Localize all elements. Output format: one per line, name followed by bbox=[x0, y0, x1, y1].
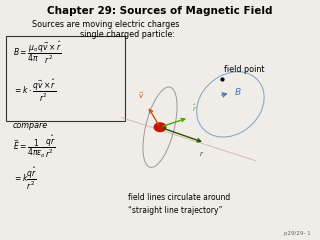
Text: $B = \dfrac{\mu_o}{4\pi}\dfrac{q\vec{v} \times \hat{r}}{r^2}$: $B = \dfrac{\mu_o}{4\pi}\dfrac{q\vec{v} … bbox=[13, 40, 62, 66]
Text: $\vec{E} = \dfrac{1}{4\pi\varepsilon_o}\dfrac{q\hat{r}}{r^2}$: $\vec{E} = \dfrac{1}{4\pi\varepsilon_o}\… bbox=[13, 133, 55, 160]
Text: $\vec{v}$: $\vec{v}$ bbox=[138, 90, 144, 101]
Text: single charged particle:: single charged particle: bbox=[80, 30, 175, 39]
Text: Chapter 29: Sources of Magnetic Field: Chapter 29: Sources of Magnetic Field bbox=[47, 6, 273, 16]
Text: “straight line trajectory”: “straight line trajectory” bbox=[128, 206, 222, 216]
Text: $r$: $r$ bbox=[199, 149, 204, 158]
Text: p29/29- 1: p29/29- 1 bbox=[284, 231, 310, 236]
Text: field point: field point bbox=[224, 65, 265, 74]
Text: compare: compare bbox=[13, 121, 48, 130]
Text: $\mathit{B}$: $\mathit{B}$ bbox=[234, 86, 241, 97]
Circle shape bbox=[154, 123, 166, 132]
FancyBboxPatch shape bbox=[6, 36, 125, 121]
Text: $= k \cdot \dfrac{q\vec{v} \times \hat{r}}{r^2}$: $= k \cdot \dfrac{q\vec{v} \times \hat{r… bbox=[13, 78, 56, 104]
Text: $\hat{r}$: $\hat{r}$ bbox=[192, 103, 197, 114]
Text: Sources are moving electric charges: Sources are moving electric charges bbox=[32, 20, 180, 29]
Text: $= k\dfrac{q\hat{r}}{r^2}$: $= k\dfrac{q\hat{r}}{r^2}$ bbox=[13, 166, 37, 192]
Text: field lines circulate around: field lines circulate around bbox=[128, 193, 230, 202]
